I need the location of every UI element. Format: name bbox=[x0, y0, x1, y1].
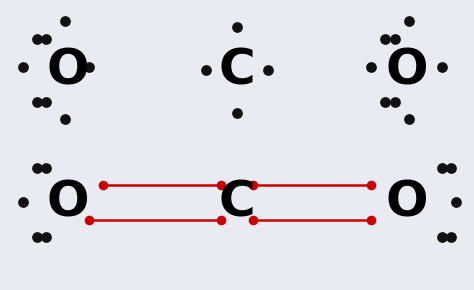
Point bbox=[85, 218, 92, 222]
Point bbox=[250, 218, 257, 222]
Point bbox=[391, 99, 399, 104]
Point bbox=[447, 235, 455, 239]
Text: C: C bbox=[219, 178, 255, 226]
Point bbox=[42, 166, 50, 170]
Point bbox=[438, 235, 446, 239]
Point bbox=[61, 19, 69, 24]
Text: O: O bbox=[385, 46, 428, 94]
Point bbox=[85, 65, 92, 70]
Point bbox=[33, 166, 40, 170]
Point bbox=[367, 218, 375, 222]
Point bbox=[264, 68, 272, 72]
Point bbox=[447, 166, 455, 170]
Point bbox=[367, 183, 375, 188]
Point bbox=[250, 183, 257, 188]
Point bbox=[452, 200, 460, 205]
Point bbox=[33, 235, 40, 239]
Point bbox=[99, 183, 107, 188]
Text: O: O bbox=[46, 178, 89, 226]
Point bbox=[391, 37, 399, 41]
Point bbox=[382, 99, 389, 104]
Text: O: O bbox=[46, 46, 89, 94]
Point bbox=[19, 65, 27, 70]
Point bbox=[33, 37, 40, 41]
Point bbox=[42, 235, 50, 239]
Point bbox=[217, 183, 224, 188]
Point bbox=[382, 37, 389, 41]
Point bbox=[42, 99, 50, 104]
Point bbox=[42, 37, 50, 41]
Point bbox=[217, 218, 224, 222]
Text: O: O bbox=[385, 178, 428, 226]
Point bbox=[233, 111, 241, 116]
Text: C: C bbox=[219, 46, 255, 94]
Point bbox=[33, 99, 40, 104]
Point bbox=[438, 65, 446, 70]
Point bbox=[19, 200, 27, 205]
Point bbox=[405, 19, 413, 24]
Point bbox=[367, 65, 375, 70]
Point bbox=[405, 117, 413, 122]
Point bbox=[233, 25, 241, 30]
Point bbox=[438, 166, 446, 170]
Point bbox=[61, 117, 69, 122]
Point bbox=[202, 68, 210, 72]
